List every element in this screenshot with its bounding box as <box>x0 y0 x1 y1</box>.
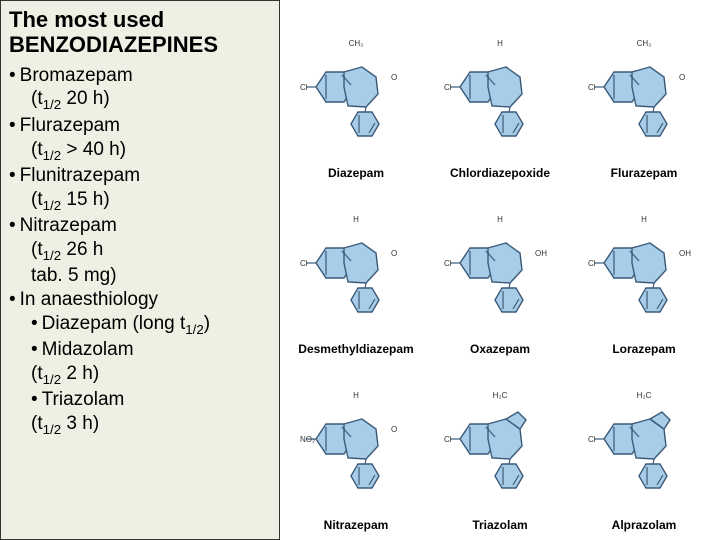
svg-text:Cl: Cl <box>444 83 452 92</box>
svg-text:H: H <box>641 215 647 224</box>
chem-structure: H OH Cl Lorazepam <box>574 184 714 356</box>
chem-label: Diazepam <box>328 166 384 180</box>
svg-text:H₃C: H₃C <box>493 391 508 400</box>
sub-list: •Diazepam (long t1/2) •Midazolam (t1/2 2… <box>9 312 271 439</box>
chem-structure: H O NO₂ Nitrazepam <box>286 360 426 532</box>
chem-structure: H OH Cl Oxazepam <box>430 184 570 356</box>
molecule-icon: H O Cl <box>296 208 416 338</box>
list-item: •Midazolam <box>31 338 271 362</box>
svg-text:H: H <box>353 391 359 400</box>
halflife-line: (t1/2 20 h) <box>9 87 271 113</box>
halflife-line: (t1/2 2 h) <box>31 362 271 388</box>
molecule-icon: H OH Cl <box>584 208 704 338</box>
list-item: •Triazolam <box>31 388 271 412</box>
svg-text:H: H <box>497 39 503 48</box>
chem-structure: H₃C Cl Triazolam <box>430 360 570 532</box>
svg-text:O: O <box>679 73 685 82</box>
molecule-icon: H₃C Cl <box>440 384 560 514</box>
molecule-icon: H OH Cl <box>440 208 560 338</box>
chem-structure: CH₃ O Cl Diazepam <box>286 8 426 180</box>
molecule-icon: H₃C Cl <box>584 384 704 514</box>
panel-title: The most used BENZODIAZEPINES <box>9 7 271 58</box>
svg-text:Cl: Cl <box>588 435 596 444</box>
list-item: •Diazepam (long t1/2) <box>31 312 271 338</box>
svg-text:Cl: Cl <box>588 83 596 92</box>
list-item: •Bromazepam <box>9 64 271 88</box>
svg-text:Cl: Cl <box>444 435 452 444</box>
chem-structure: H O Cl Desmethyldiazepam <box>286 184 426 356</box>
molecule-icon: H Cl <box>440 32 560 162</box>
chem-structure: CH₃ O Cl Flurazepam <box>574 8 714 180</box>
molecule-icon: CH₃ O Cl <box>584 32 704 162</box>
molecule-icon: H O NO₂ <box>296 384 416 514</box>
svg-text:Cl: Cl <box>300 83 308 92</box>
svg-text:H: H <box>353 215 359 224</box>
chem-label: Chlordiazepoxide <box>450 166 550 180</box>
svg-text:O: O <box>391 73 397 82</box>
chem-structure: H Cl Chlordiazepoxide <box>430 8 570 180</box>
svg-text:NO₂: NO₂ <box>300 435 315 444</box>
svg-text:CH₃: CH₃ <box>637 39 652 48</box>
extra-line: tab. 5 mg) <box>9 264 271 288</box>
chem-label: Nitrazepam <box>324 518 389 532</box>
halflife-line: (t1/2 26 h <box>9 238 271 264</box>
svg-text:Cl: Cl <box>300 259 308 268</box>
svg-text:Cl: Cl <box>588 259 596 268</box>
molecule-icon: CH₃ O Cl <box>296 32 416 162</box>
svg-text:OH: OH <box>679 249 691 258</box>
chem-label: Lorazepam <box>612 342 675 356</box>
list-item: •Flunitrazepam <box>9 164 271 188</box>
title-line1: The most used <box>9 7 164 32</box>
svg-text:O: O <box>391 249 397 258</box>
svg-text:H: H <box>497 215 503 224</box>
chem-label: Flurazepam <box>611 166 678 180</box>
svg-text:Cl: Cl <box>444 259 452 268</box>
chem-label: Alprazolam <box>612 518 677 532</box>
text-panel: The most used BENZODIAZEPINES •Bromazepa… <box>0 0 280 540</box>
halflife-line: (t1/2 > 40 h) <box>9 138 271 164</box>
svg-text:OH: OH <box>535 249 547 258</box>
list-item: •In anaesthiology <box>9 288 271 312</box>
list-item: •Flurazepam <box>9 114 271 138</box>
svg-text:H₃C: H₃C <box>637 391 652 400</box>
list-item: •Nitrazepam <box>9 214 271 238</box>
chem-label: Triazolam <box>472 518 527 532</box>
title-line2: BENZODIAZEPINES <box>9 32 218 57</box>
svg-text:CH₃: CH₃ <box>349 39 364 48</box>
halflife-line: (t1/2 15 h) <box>9 188 271 214</box>
drug-list: •Bromazepam (t1/2 20 h) •Flurazepam (t1/… <box>9 64 271 439</box>
svg-text:O: O <box>391 425 397 434</box>
chem-structure: H₃C Cl Alprazolam <box>574 360 714 532</box>
structures-grid: CH₃ O Cl Diazepam H Cl Chlordiazepoxide <box>280 0 720 540</box>
halflife-line: (t1/2 3 h) <box>31 412 271 438</box>
chem-label: Desmethyldiazepam <box>298 342 413 356</box>
chem-label: Oxazepam <box>470 342 530 356</box>
